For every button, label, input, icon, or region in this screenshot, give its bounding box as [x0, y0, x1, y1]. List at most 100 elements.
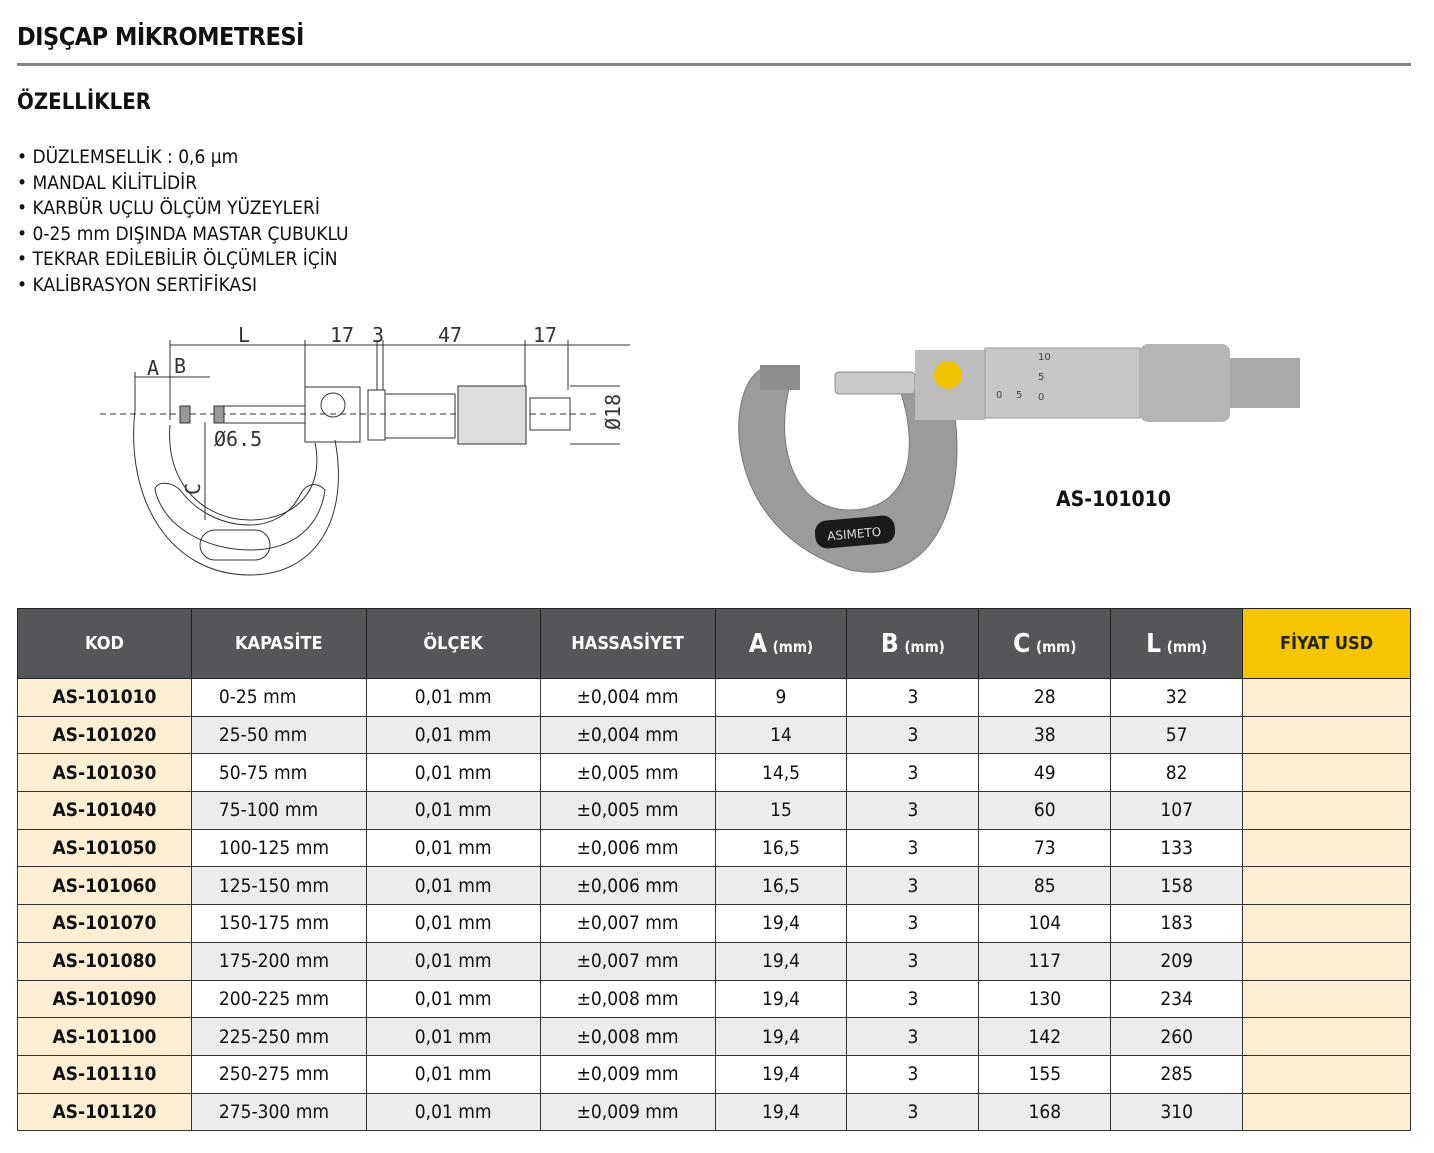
col-olcek: ÖLÇEK: [365, 608, 541, 679]
cell-olcek: 0,01 mm: [365, 1092, 541, 1132]
scale-label: 5: [1038, 372, 1044, 383]
feature-item: KALİBRASYON SERTİFİKASI: [17, 273, 349, 299]
brand-logo: ASIMETO: [827, 525, 882, 544]
product-table: KOD KAPASİTE ÖLÇEK HASSASİYET A (mm) B (…: [17, 608, 1411, 1132]
cell-b: 3: [846, 979, 980, 1019]
cell-olcek: 0,01 mm: [365, 979, 541, 1019]
cell-a: 14,5: [714, 753, 848, 793]
cell-olcek: 0,01 mm: [365, 678, 541, 717]
cell-a: 19,4: [714, 1054, 848, 1094]
product-model-label: AS-101010: [1056, 487, 1171, 511]
cell-hassasiyet: ±0,007 mm: [539, 904, 716, 943]
cell-b: 3: [846, 1054, 980, 1094]
cell-hassasiyet: ±0,006 mm: [539, 866, 716, 906]
cell-hassasiyet: ±0,009 mm: [539, 1092, 716, 1132]
table-row: AS-101070 150-175 mm 0,01 mm ±0,007 mm 19,4 3…: [17, 904, 1411, 943]
cell-kapasite: 0-25 mm: [190, 678, 367, 717]
page-title: DIŞÇAP MİKROMETRESİ: [17, 22, 304, 51]
cell-olcek: 0,01 mm: [365, 791, 541, 830]
cell-kod: AS-101100: [17, 1017, 192, 1056]
cell-olcek: 0,01 mm: [365, 828, 541, 868]
table-row: AS-101120 275-300 mm 0,01 mm ±0,009 mm 19,4 3…: [17, 1092, 1411, 1132]
cell-b: 3: [846, 828, 980, 868]
cell-kod: AS-101050: [17, 828, 192, 868]
cell-olcek: 0,01 mm: [365, 715, 541, 755]
table-row: AS-101010 0-25 mm 0,01 mm ±0,004 mm 9 3 28 32: [17, 678, 1411, 717]
cell-kapasite: 200-225 mm: [190, 979, 367, 1019]
cell-price: [1242, 828, 1411, 868]
cell-hassasiyet: ±0,008 mm: [539, 979, 716, 1019]
cell-c: 168: [978, 1092, 1112, 1132]
cell-a: 16,5: [714, 866, 848, 906]
cell-a: 19,4: [714, 1017, 848, 1056]
cell-b: 3: [846, 678, 980, 717]
cell-l: 107: [1110, 791, 1244, 830]
dim-label-17b: 17: [533, 323, 557, 347]
cell-l: 310: [1110, 1092, 1244, 1132]
cell-l: 57: [1110, 715, 1244, 755]
cell-l: 32: [1110, 678, 1244, 717]
cell-kod: AS-101020: [17, 715, 192, 755]
col-c: C (mm): [978, 608, 1112, 679]
cell-l: 82: [1110, 753, 1244, 793]
cell-price: [1242, 1017, 1411, 1056]
cell-l: 158: [1110, 866, 1244, 906]
cell-c: 142: [978, 1017, 1112, 1056]
cell-b: 3: [846, 904, 980, 943]
cell-olcek: 0,01 mm: [365, 1017, 541, 1056]
feature-item: 0-25 mm DIŞINDA MASTAR ÇUBUKLU: [17, 222, 349, 248]
cell-price: [1242, 1054, 1411, 1094]
technical-drawing: L 17 3 47 17 A B Ø6.5 C Ø18: [100, 323, 630, 576]
cell-hassasiyet: ±0,006 mm: [539, 828, 716, 868]
cell-b: 3: [846, 753, 980, 793]
table-row: AS-101060 125-150 mm 0,01 mm ±0,006 mm 16,5 3…: [17, 866, 1411, 906]
cell-c: 49: [978, 753, 1112, 793]
cell-hassasiyet: ±0,004 mm: [539, 715, 716, 755]
cell-olcek: 0,01 mm: [365, 753, 541, 793]
cell-l: 183: [1110, 904, 1244, 943]
cell-price: [1242, 941, 1411, 981]
dim-label-l: L: [238, 323, 250, 347]
dim-label-c: C: [181, 483, 205, 495]
cell-a: 16,5: [714, 828, 848, 868]
cell-c: 155: [978, 1054, 1112, 1094]
feature-item: MANDAL KİLİTLİDİR: [17, 171, 349, 197]
table-row: AS-101020 25-50 mm 0,01 mm ±0,004 mm 14 3 38 57: [17, 715, 1411, 755]
cell-kod: AS-101040: [17, 791, 192, 830]
dim-label-17a: 17: [330, 323, 354, 347]
cell-a: 9: [714, 678, 848, 717]
feature-item: KARBÜR UÇLU ÖLÇÜM YÜZEYLERİ: [17, 196, 349, 222]
cell-hassasiyet: ±0,008 mm: [539, 1017, 716, 1056]
cell-olcek: 0,01 mm: [365, 866, 541, 906]
cell-hassasiyet: ±0,004 mm: [539, 678, 716, 717]
cell-price: [1242, 979, 1411, 1019]
dim-label-dia18: Ø18: [601, 394, 625, 430]
dim-label-47: 47: [438, 323, 462, 347]
col-a: A (mm): [714, 608, 848, 679]
col-hassasiyet: HASSASİYET: [539, 608, 716, 679]
cell-c: 104: [978, 904, 1112, 943]
cell-hassasiyet: ±0,009 mm: [539, 1054, 716, 1094]
cell-c: 38: [978, 715, 1112, 755]
dim-label-dia65: Ø6.5: [214, 427, 262, 451]
cell-c: 60: [978, 791, 1112, 830]
scale-label: 0: [996, 390, 1002, 401]
cell-a: 15: [714, 791, 848, 830]
dim-label-b: B: [174, 354, 186, 378]
cell-kod: AS-101030: [17, 753, 192, 793]
cell-kapasite: 25-50 mm: [190, 715, 367, 755]
table-row: AS-101030 50-75 mm 0,01 mm ±0,005 mm 14,5 3 49…: [17, 753, 1411, 793]
cell-kapasite: 275-300 mm: [190, 1092, 367, 1132]
cell-price: [1242, 904, 1411, 943]
scale-label: 5: [1016, 390, 1022, 401]
cell-b: 3: [846, 866, 980, 906]
cell-kod: AS-101120: [17, 1092, 192, 1132]
cell-price: [1242, 866, 1411, 906]
cell-a: 19,4: [714, 1092, 848, 1132]
cell-b: 3: [846, 715, 980, 755]
cell-price: [1242, 678, 1411, 717]
cell-l: 285: [1110, 1054, 1244, 1094]
cell-kod: AS-101070: [17, 904, 192, 943]
dim-label-3: 3: [372, 323, 384, 347]
cell-b: 3: [846, 941, 980, 981]
